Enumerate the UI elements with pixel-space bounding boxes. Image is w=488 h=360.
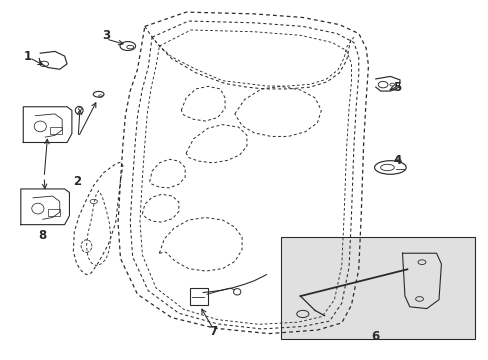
Text: 7: 7: [208, 325, 217, 338]
Text: 5: 5: [393, 81, 401, 94]
Text: 6: 6: [371, 330, 379, 343]
Bar: [50, 127, 62, 134]
FancyBboxPatch shape: [281, 237, 474, 339]
Text: 1: 1: [24, 50, 32, 63]
Text: 2: 2: [73, 175, 81, 188]
Text: 3: 3: [102, 29, 110, 42]
Text: 4: 4: [393, 154, 401, 167]
Bar: [47, 209, 60, 216]
Text: 8: 8: [39, 229, 47, 242]
